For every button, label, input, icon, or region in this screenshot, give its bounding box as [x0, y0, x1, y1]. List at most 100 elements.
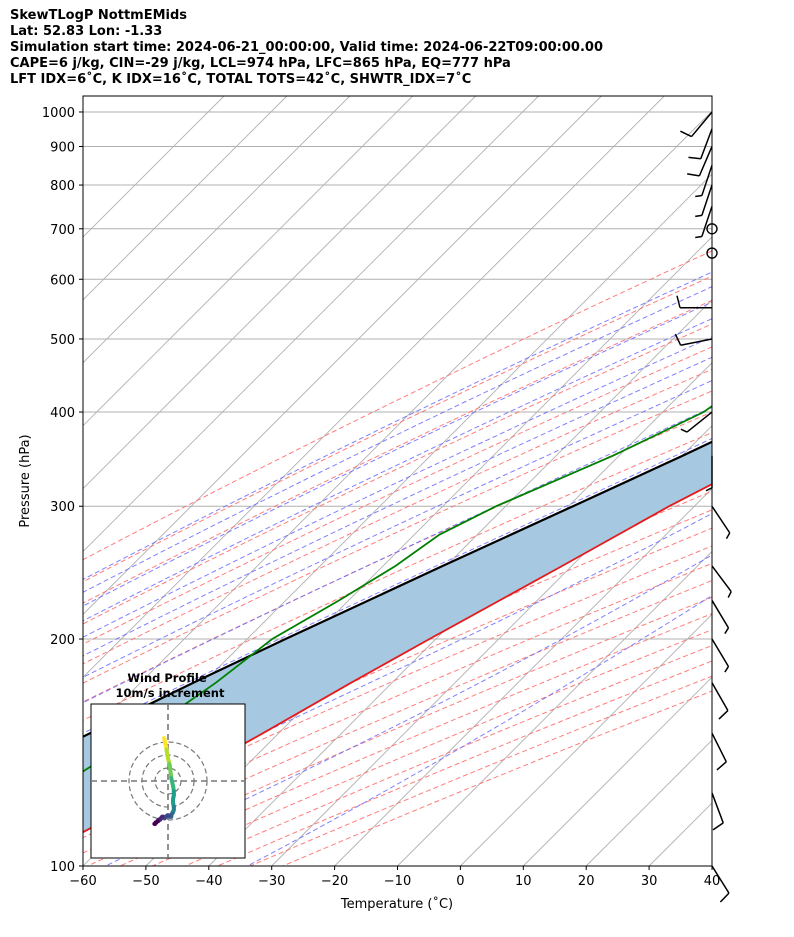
y-tick-label: 900: [50, 140, 75, 155]
isotherm-line: [775, 96, 794, 866]
wind-barb-flag: [724, 666, 730, 673]
isotherm-line: [83, 96, 288, 301]
dry-adiabat: [83, 545, 712, 823]
wind-barb-flag: [676, 295, 681, 308]
x-tick-label: 40: [704, 874, 721, 889]
y-tick-label: 400: [50, 406, 75, 421]
wind-barb-staff: [711, 565, 732, 592]
inset-subtitle: 10m/s increment: [116, 686, 225, 700]
calm-wind-circle: [706, 223, 718, 235]
y-tick-label: 800: [50, 179, 75, 194]
wind-barb-flag: [716, 761, 727, 771]
wind-barb-flag: [712, 822, 724, 831]
moist-adiabat: [83, 286, 712, 593]
isotherm-line: [334, 487, 712, 866]
wind-profile-inset: Wind Profile 10m/s increment: [90, 671, 246, 859]
moist-adiabat: [83, 437, 712, 734]
wind-barbs: [674, 111, 732, 903]
wind-barb-staff: [680, 338, 713, 346]
y-axis: 100 200 300 400 500 600 700 800 900 1000: [42, 106, 83, 875]
y-axis-label: Pressure (hPa): [18, 434, 33, 527]
moist-adiabat: [83, 379, 712, 678]
x-tick-label: 30: [641, 874, 658, 889]
wind-barb-staff: [711, 792, 724, 824]
wind-barb-flag: [695, 214, 702, 218]
y-tick-label: 200: [50, 633, 75, 648]
wind-barb-staff: [711, 682, 729, 711]
isotherm-line: [83, 96, 539, 553]
y-tick-label: 1000: [42, 106, 75, 121]
dry-adiabat: [83, 250, 712, 561]
inset-title: Wind Profile: [127, 671, 207, 685]
isotherm-line: [397, 550, 712, 866]
isotherm-line: [83, 96, 476, 490]
x-tick-label: −50: [132, 874, 159, 889]
isotherm-line: [711, 865, 712, 866]
wind-barb-flag: [725, 532, 731, 540]
y-tick-label: 300: [50, 500, 75, 515]
wind-barb-flag: [680, 428, 688, 433]
temperature-line: [83, 483, 712, 834]
wind-barb-flag: [674, 333, 682, 346]
isotherm-line: [83, 96, 602, 616]
wind-barb-staff: [711, 600, 730, 629]
title-block: SkewTLogP NottmEMids Lat: 52.83 Lon: -1.…: [10, 8, 603, 88]
wind-barb-staff: [701, 205, 713, 237]
moist-adiabat: [83, 318, 712, 622]
isotherm-line: [83, 96, 414, 427]
isotherm-line: [522, 676, 712, 866]
x-tick-label: −30: [258, 874, 285, 889]
wind-barb-staff: [698, 146, 713, 177]
x-tick-label: 10: [515, 874, 532, 889]
index-line: LFT IDX=6˚C, K IDX=16˚C, TOTAL TOTS=42˚C…: [10, 72, 472, 87]
x-tick-label: 20: [578, 874, 595, 889]
wind-barb-flag: [724, 627, 730, 634]
isotherm-line: [271, 425, 712, 866]
wind-barb-flag: [727, 591, 732, 598]
parcel-profile-line: [83, 440, 712, 738]
x-tick-label: −10: [384, 874, 411, 889]
x-tick-label: 0: [456, 874, 464, 889]
wind-barb-staff: [711, 638, 730, 667]
dewpoint-line: [83, 404, 712, 773]
dry-adiabat: [83, 299, 712, 604]
chart-title: SkewTLogP NottmEMids: [10, 8, 188, 23]
wind-barb-flag: [718, 709, 729, 720]
dry-adiabat: [83, 323, 712, 625]
isotherm-line: [460, 613, 712, 866]
wind-barb-flag: [695, 235, 702, 239]
wind-barb-staff: [711, 732, 727, 763]
wind-barb-flag: [695, 194, 702, 198]
x-tick-label: −40: [195, 874, 222, 889]
isotherm-line: [208, 362, 712, 866]
cape-line: CAPE=6 j/kg, CIN=-29 j/kg, LCL=974 hPa, …: [10, 56, 511, 71]
wind-barb-staff: [700, 128, 713, 160]
wind-barb-staff: [711, 505, 731, 534]
dry-adiabat: [282, 690, 712, 866]
dry-adiabat: [83, 368, 712, 665]
wind-barb-staff: [701, 184, 713, 216]
wind-barb-flag: [705, 487, 713, 492]
wind-barb-staff: [686, 411, 713, 433]
y-tick-label: 100: [50, 860, 75, 875]
y-tick-label: 500: [50, 333, 75, 348]
isotherm-line: [145, 299, 712, 866]
wind-barb-flag: [688, 156, 701, 160]
x-tick-label: −20: [321, 874, 348, 889]
wind-barb-flag: [719, 892, 730, 903]
dry-adiabat: [83, 509, 712, 791]
x-axis: −60 −50 −40 −30 −20 −10 0 10 20 30 40: [69, 866, 720, 889]
isotherm-line: [83, 96, 351, 364]
wind-barb-flag: [687, 173, 700, 177]
moist-adiabat: [83, 406, 712, 704]
isotherm-line: [83, 96, 225, 238]
wind-barb-staff: [690, 111, 713, 138]
y-tick-label: 600: [50, 273, 75, 288]
wind-barb-staff: [701, 164, 713, 196]
time-line: Simulation start time: 2024-06-21_00:00:…: [10, 40, 603, 55]
wind-barb-staff: [711, 865, 730, 894]
location-line: Lat: 52.83 Lon: -1.33: [10, 24, 163, 39]
y-tick-label: 700: [50, 223, 75, 238]
isotherm-line: [83, 96, 665, 678]
